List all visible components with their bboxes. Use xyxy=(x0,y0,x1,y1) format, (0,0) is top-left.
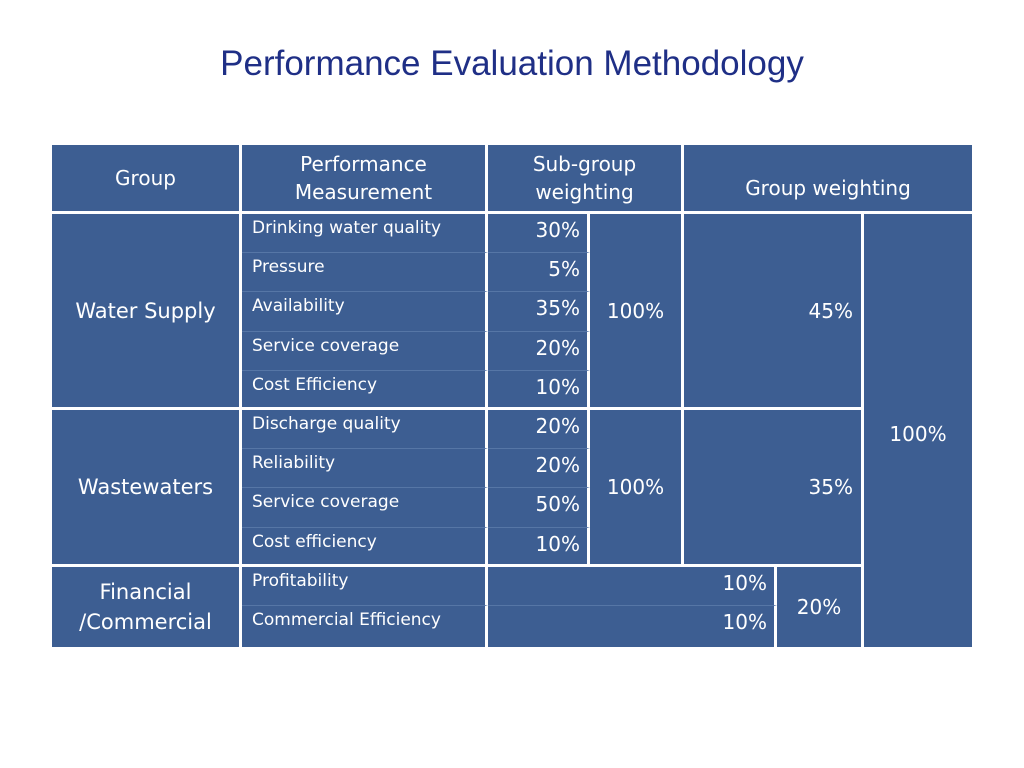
weighting-table: Group Performance Measurement Sub-group … xyxy=(52,145,972,647)
header-subgroup-weighting: Sub-group weighting xyxy=(488,145,684,214)
measurement-cell: Pressure xyxy=(242,253,488,292)
weight-cell: 50% xyxy=(488,488,590,528)
subgroup-total-water-supply: 100% xyxy=(590,214,684,410)
weight-cell: 20% xyxy=(488,449,590,488)
weight-cell: 35% xyxy=(488,292,590,332)
weight-cell: 30% xyxy=(488,214,590,253)
header-measurement: Performance Measurement xyxy=(242,145,488,214)
weight-cell: 5% xyxy=(488,253,590,292)
measurement-cell: Service coverage xyxy=(242,332,488,371)
measurement-cell: Cost Efficiency xyxy=(242,371,488,410)
measurement-cell: Availability xyxy=(242,292,488,332)
measurement-cell: Commercial Efficiency xyxy=(242,606,488,647)
weight-cell: 10% xyxy=(488,528,590,567)
measurement-cell: Cost efficiency xyxy=(242,528,488,567)
header-group: Group xyxy=(52,145,242,214)
subgroup-total-wastewaters: 100% xyxy=(590,410,684,567)
group-weight-wastewaters: 35% xyxy=(684,410,864,567)
weight-cell: 10% xyxy=(488,606,777,647)
group-weight-water-supply: 45% xyxy=(684,214,864,410)
measurement-cell: Profitability xyxy=(242,567,488,606)
weight-cell: 20% xyxy=(488,410,590,449)
measurement-cell: Drinking water quality xyxy=(242,214,488,253)
overall-total: 100% xyxy=(864,214,972,647)
group-weight-financial-commercial: 20% xyxy=(777,567,864,647)
weight-cell: 20% xyxy=(488,332,590,371)
weight-cell: 10% xyxy=(488,567,777,606)
group-financial-commercial: Financial /Commercial xyxy=(52,567,242,647)
measurement-cell: Reliability xyxy=(242,449,488,488)
measurement-cell: Service coverage xyxy=(242,488,488,528)
group-water-supply: Water Supply xyxy=(52,214,242,410)
page-title: Performance Evaluation Methodology xyxy=(220,44,804,83)
measurement-cell: Discharge quality xyxy=(242,410,488,449)
header-group-weighting: Group weighting xyxy=(684,145,972,214)
group-wastewaters: Wastewaters xyxy=(52,410,242,567)
weight-cell: 10% xyxy=(488,371,590,410)
